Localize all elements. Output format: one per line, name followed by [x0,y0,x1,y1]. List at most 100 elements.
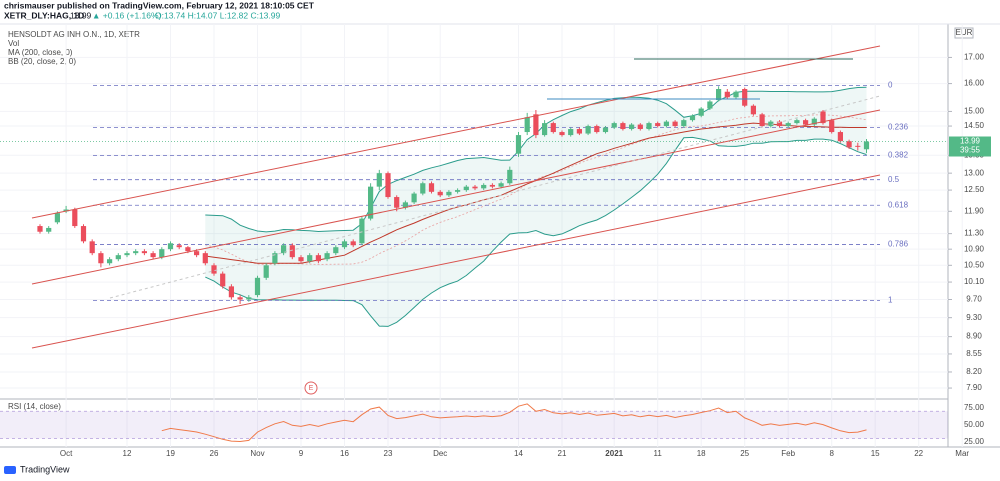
rsi-label: RSI (14, close) [8,402,61,411]
rsi-tick-label: 25.00 [964,437,985,446]
candle-body [80,226,87,242]
rsi-line [161,403,867,443]
y-tick-label: 16.00 [964,79,985,88]
candle-body [211,265,217,274]
logo-mark [4,466,16,474]
candle-body [133,251,139,254]
x-tick-label: 2021 [605,449,623,458]
candle-body [559,132,565,136]
channel-lower [31,174,881,349]
candle-body [611,123,617,128]
earnings-marker: E [309,385,314,392]
candle-body [481,184,487,189]
y-tick-label: 10.10 [964,277,985,286]
candle-body [689,115,696,121]
candle-body [672,121,678,127]
y-tick-label: 10.90 [964,244,985,253]
channel-middle [31,109,881,285]
candle-body [837,132,843,142]
candle-body [463,186,469,191]
x-tick-label: 12 [123,449,132,458]
candle-body [515,135,522,154]
candle-body [46,227,52,232]
fib-label: 0 [888,81,893,90]
candle-body [98,253,104,264]
trend-line [109,95,881,299]
candle-body [455,190,461,192]
candle-body [750,105,756,115]
ma-label: MA (200, close, 0) [8,48,73,57]
earnings-circle [304,381,318,395]
change: ▲ +0.16 (+1.16%) [92,10,162,20]
candle-body [472,186,478,189]
candle-body [742,89,748,106]
bb-label: BB (20, close, 2, 0) [8,57,76,66]
rsi-tick-label: 50.00 [964,420,985,429]
instrument: HENSOLDT AG INH O.N., 1D, XETR [8,30,140,39]
candle-body [402,202,408,208]
candle-body [524,117,530,133]
channel-upper [31,45,881,219]
y-tick-label: 10.50 [964,260,985,269]
candle-body [194,251,200,256]
price-tag-label: 13.99 [960,137,981,146]
candle-body [167,243,174,250]
candle-body [820,111,826,124]
candle-body [289,245,295,258]
candle-body [141,251,147,254]
x-tick-label: 16 [340,449,349,458]
y-tick-label: 9.70 [966,295,982,304]
candle-body [724,91,730,98]
candle-body [202,253,208,264]
candle-body [420,183,426,194]
currency-box [954,27,974,39]
logo [4,466,16,474]
candle-body [803,120,809,125]
candle-body [620,123,626,130]
x-tick-label: 22 [914,449,923,458]
x-tick-label: 11 [654,449,663,458]
candle-body [585,126,591,134]
rsi-band [0,411,948,439]
candle-body [272,253,278,264]
fib-label: 0.382 [888,151,909,160]
candle-body [254,277,261,296]
candle-body [663,121,669,127]
candle-body [324,253,330,260]
candle-body [594,126,600,133]
candle-body [655,123,661,127]
bb-fill [205,87,867,327]
candle-body [37,226,43,232]
candle-body [341,241,348,248]
candle-body [350,241,356,246]
candle-body [89,241,95,254]
publisher: chrismauser published on TradingView.com… [4,0,315,10]
y-tick-label: 13.00 [964,168,985,177]
candle-body [576,129,582,134]
candle-body [228,286,234,298]
x-tick-label: 26 [210,449,219,458]
candle-body [776,121,783,127]
fib-label: 0.618 [888,200,909,209]
candle-body [733,91,739,98]
candle-body [855,145,861,147]
x-tick-label: 25 [740,449,749,458]
candle-body [150,253,156,258]
candle-body [785,123,791,127]
candle-body [428,183,435,192]
footer: TradingView [20,464,70,474]
candle-body [185,247,191,252]
y-tick-label: 17.00 [964,53,985,62]
candle-body [333,247,339,254]
y-tick-label: 14.50 [964,121,985,130]
candle-body [829,120,835,133]
candle-body [281,245,287,254]
countdown: 39:55 [960,146,981,155]
candle-body [707,101,713,109]
ohlc: O:13.74 H:14.07 L:12.82 C:13.99 [155,10,281,20]
candle-body [394,197,400,208]
candle-body [72,209,78,227]
candle-body [568,129,574,136]
candle-body [846,141,852,148]
